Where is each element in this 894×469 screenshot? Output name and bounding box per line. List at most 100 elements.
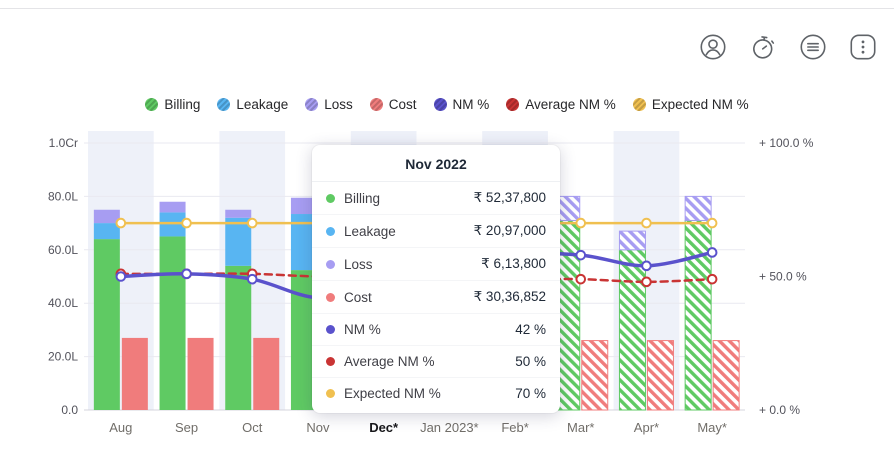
point-expected-nm-1[interactable] — [181, 217, 192, 229]
legend-item-loss[interactable]: Loss — [305, 97, 353, 112]
legend-dot — [305, 98, 319, 111]
legend: Billing Leakage Loss Cost NM % Average NM % Ex… — [0, 97, 894, 112]
tooltip-series-value: 70 % — [515, 386, 546, 401]
tooltip-series-label: Loss — [344, 256, 373, 272]
bar-billing-0[interactable] — [93, 239, 120, 410]
tooltip-series-label: NM % — [344, 322, 381, 337]
bar-billing-8[interactable] — [618, 249, 646, 411]
left-axis-label: 20.0L — [48, 350, 78, 364]
point-average-nm-7[interactable] — [575, 273, 587, 285]
bar-leakage-1[interactable] — [159, 212, 186, 237]
point-nm-1[interactable] — [181, 268, 192, 280]
tooltip-series-label: Average NM % — [344, 354, 435, 369]
timer-icon[interactable] — [746, 30, 780, 64]
point-nm-0[interactable] — [115, 271, 127, 282]
bar-cost-8[interactable] — [646, 340, 674, 411]
bar-cost-9[interactable] — [712, 340, 740, 411]
toolbar — [696, 30, 880, 64]
tooltip-series-value: ₹ 30,36,852 — [473, 289, 546, 304]
tooltip-series-label: Expected NM % — [344, 386, 441, 401]
legend-dot — [433, 98, 447, 111]
legend-dot — [369, 98, 383, 111]
legend-dot — [145, 98, 159, 111]
x-axis-label-feb[interactable]: Feb* — [501, 420, 528, 435]
x-axis-label-jan-2023[interactable]: Jan 2023* — [420, 420, 479, 435]
point-nm-8[interactable] — [641, 260, 652, 272]
legend-label: Expected NM % — [651, 97, 749, 112]
tooltip-row-average-nm: Average NM % 50 % — [312, 346, 560, 378]
bar-leakage-0[interactable] — [93, 223, 120, 240]
left-axis-label: 1.0Cr — [49, 136, 78, 150]
tooltip-row-leakage: Leakage ₹ 20,97,000 — [312, 215, 560, 248]
tooltip-series-value: ₹ 6,13,800 — [481, 256, 546, 271]
legend-item-average-nm[interactable]: Average NM % — [506, 97, 616, 112]
point-average-nm-9[interactable] — [706, 273, 718, 285]
tooltip-series-value: ₹ 52,37,800 — [473, 190, 546, 205]
top-divider — [0, 8, 894, 9]
point-nm-2[interactable] — [246, 273, 258, 285]
point-average-nm-8[interactable] — [641, 276, 652, 288]
bar-cost-2[interactable] — [253, 337, 280, 410]
x-axis-label-apr[interactable]: Apr* — [634, 420, 659, 435]
kebab-menu-icon[interactable] — [846, 30, 880, 64]
tooltip-series-value: 42 % — [515, 322, 546, 337]
tooltip-series-value: ₹ 20,97,000 — [473, 223, 546, 238]
x-axis-label-oct[interactable]: Oct — [242, 420, 263, 435]
legend-dot — [506, 98, 520, 111]
left-axis-label: 0.0 — [61, 403, 78, 417]
tooltip-series-dot — [326, 325, 335, 334]
tooltip-title: Nov 2022 — [312, 147, 560, 182]
bar-billing-2[interactable] — [225, 265, 252, 410]
right-axis-label: + 50.0 % — [759, 270, 807, 284]
x-axis-label-may[interactable]: May* — [697, 420, 727, 435]
point-expected-nm-7[interactable] — [575, 217, 587, 229]
tooltip-series-dot — [326, 259, 335, 269]
left-axis-label: 40.0L — [48, 296, 78, 310]
x-axis-label-sep[interactable]: Sep — [175, 420, 198, 435]
bar-cost-0[interactable] — [121, 337, 148, 410]
notes-icon[interactable] — [796, 30, 830, 64]
point-nm-9[interactable] — [706, 247, 718, 258]
bar-loss-1[interactable] — [159, 201, 186, 213]
legend-item-expected-nm[interactable]: Expected NM % — [632, 97, 749, 112]
legend-item-nm[interactable]: NM % — [433, 97, 489, 112]
bar-billing-1[interactable] — [159, 236, 186, 410]
point-expected-nm-9[interactable] — [706, 217, 718, 229]
bar-loss-3[interactable] — [290, 197, 317, 215]
user-icon[interactable] — [696, 30, 730, 64]
bar-loss-0[interactable] — [93, 209, 120, 224]
legend-dot — [217, 98, 231, 111]
bar-loss-2[interactable] — [225, 209, 252, 218]
tooltip-series-label: Cost — [344, 289, 372, 305]
point-expected-nm-0[interactable] — [115, 217, 127, 229]
legend-label: Leakage — [236, 97, 289, 112]
bar-loss-9[interactable] — [684, 195, 712, 221]
bar-leakage-2[interactable] — [225, 217, 252, 266]
x-axis-label-dec[interactable]: Dec* — [369, 420, 399, 435]
tooltip-series-dot — [326, 389, 335, 398]
bar-loss-8[interactable] — [618, 230, 646, 251]
legend-label: Average NM % — [525, 97, 616, 112]
bar-billing-9[interactable] — [684, 219, 712, 411]
x-axis-label-mar[interactable]: Mar* — [567, 420, 594, 435]
x-axis-label-aug[interactable]: Aug — [109, 420, 132, 435]
tooltip-series-value: 50 % — [515, 354, 546, 369]
tooltip-row-nm: NM % 42 % — [312, 314, 560, 346]
legend-item-cost[interactable]: Cost — [369, 97, 417, 112]
tooltip-series-dot — [326, 357, 335, 366]
legend-label: Billing — [164, 97, 201, 112]
point-expected-nm-8[interactable] — [641, 217, 652, 229]
legend-label: Loss — [324, 97, 353, 112]
tooltip-row-loss: Loss ₹ 6,13,800 — [312, 248, 560, 281]
point-nm-7[interactable] — [575, 249, 587, 261]
legend-item-billing[interactable]: Billing — [145, 97, 200, 112]
tooltip-rows: Billing ₹ 52,37,800 Leakage ₹ 20,97,000 Loss… — [312, 182, 560, 409]
bar-cost-7[interactable] — [581, 340, 609, 411]
x-axis-label-nov[interactable]: Nov — [306, 420, 330, 435]
legend-dot — [632, 98, 646, 111]
legend-item-leakage[interactable]: Leakage — [217, 97, 288, 112]
bar-cost-1[interactable] — [187, 337, 214, 410]
point-expected-nm-2[interactable] — [246, 217, 258, 229]
tooltip-row-expected-nm: Expected NM % 70 % — [312, 378, 560, 409]
